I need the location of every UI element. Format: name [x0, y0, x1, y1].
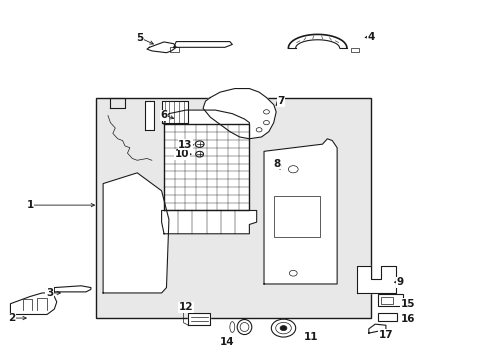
- Polygon shape: [144, 101, 154, 130]
- Text: 8: 8: [273, 159, 280, 169]
- Text: 4: 4: [367, 32, 374, 41]
- Text: 2: 2: [8, 313, 15, 323]
- Text: 1: 1: [26, 200, 34, 210]
- Text: 17: 17: [378, 330, 392, 340]
- Polygon shape: [188, 313, 210, 325]
- Text: 12: 12: [179, 302, 193, 312]
- Bar: [350, 48, 358, 52]
- Text: 14: 14: [220, 337, 234, 347]
- Circle shape: [271, 319, 295, 337]
- Polygon shape: [103, 173, 168, 293]
- Text: 16: 16: [400, 314, 414, 324]
- Polygon shape: [10, 293, 57, 315]
- Polygon shape: [163, 125, 249, 211]
- Bar: [96, 98, 370, 318]
- Polygon shape: [161, 211, 256, 234]
- Bar: [170, 47, 179, 51]
- Polygon shape: [54, 286, 91, 292]
- Ellipse shape: [229, 321, 234, 332]
- Polygon shape: [147, 42, 176, 53]
- Text: 11: 11: [303, 332, 317, 342]
- Text: 10: 10: [175, 149, 189, 159]
- Polygon shape: [161, 101, 188, 123]
- Polygon shape: [173, 41, 232, 47]
- Bar: [377, 294, 402, 306]
- Text: 13: 13: [178, 140, 192, 150]
- Circle shape: [280, 325, 286, 330]
- Polygon shape: [163, 110, 249, 125]
- Text: 6: 6: [160, 111, 167, 121]
- Polygon shape: [368, 324, 385, 333]
- Bar: [273, 196, 320, 237]
- Polygon shape: [264, 139, 336, 284]
- Bar: [380, 297, 392, 305]
- Text: 3: 3: [46, 288, 53, 298]
- Polygon shape: [356, 266, 395, 293]
- Text: 7: 7: [277, 96, 284, 106]
- Text: 5: 5: [136, 33, 143, 43]
- Bar: [377, 313, 396, 320]
- Text: 15: 15: [400, 299, 414, 309]
- Text: 9: 9: [396, 277, 403, 287]
- Polygon shape: [203, 89, 276, 139]
